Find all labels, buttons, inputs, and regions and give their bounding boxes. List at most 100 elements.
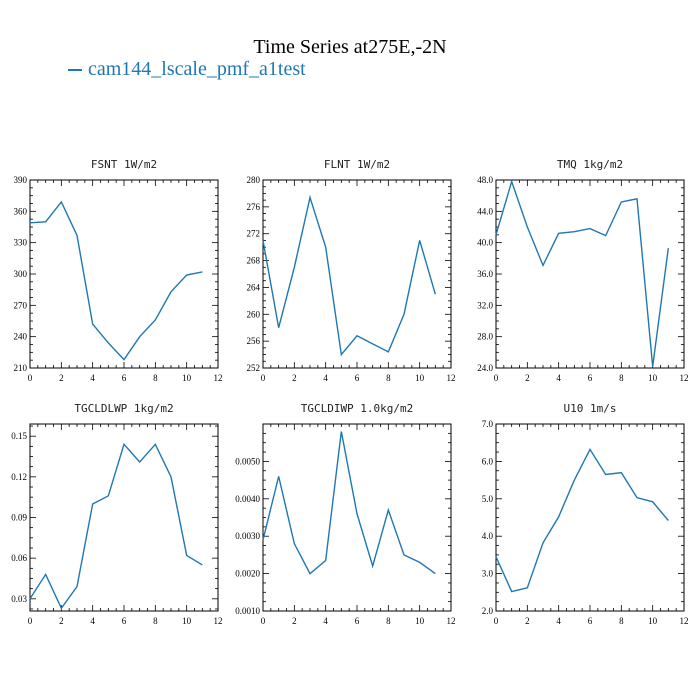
- y-tick-label: 4.0: [482, 531, 494, 541]
- x-tick-label: 0: [28, 616, 33, 626]
- series-line: [262, 431, 436, 575]
- y-tick-label: 0.0010: [235, 606, 260, 616]
- legend-label: cam144_lscale_pmf_a1test: [88, 58, 306, 80]
- x-tick-label: 6: [355, 616, 360, 626]
- x-tick-label: 4: [556, 616, 561, 626]
- x-tick-label: 8: [619, 373, 624, 383]
- subplot-6: U10 1m/s 0 2 4 6 8 10 12 2.0 3.0 4.0 5.0 6.0 7.0: [482, 402, 689, 626]
- x-tick-label: 10: [648, 616, 658, 626]
- x-tick-label: 6: [588, 616, 593, 626]
- y-tick-label: 0.0050: [235, 456, 260, 466]
- y-tick-label: 0.06: [11, 553, 27, 563]
- y-tick-label: 276: [247, 202, 261, 212]
- x-tick-label: 12: [214, 616, 223, 626]
- x-tick-label: 2: [292, 616, 297, 626]
- x-tick-label: 12: [447, 616, 456, 626]
- x-tick-label: 8: [386, 373, 391, 383]
- x-tick-label: 8: [153, 373, 158, 383]
- x-tick-label: 10: [648, 373, 658, 383]
- y-tick-label: 360: [14, 206, 28, 216]
- y-tick-label: 28.0: [477, 332, 493, 342]
- series-line: [495, 448, 669, 593]
- y-tick-label: 3.0: [482, 569, 494, 579]
- x-tick-label: 6: [588, 373, 593, 383]
- x-tick-label: 4: [90, 616, 95, 626]
- subplot-title: FLNT 1W/m2: [324, 158, 390, 171]
- subplot-title: TGCLDLWP 1kg/m2: [74, 402, 173, 415]
- y-tick-label: 40.0: [477, 238, 493, 248]
- x-tick-label: 8: [153, 616, 158, 626]
- y-tick-label: 272: [247, 229, 261, 239]
- x-tick-label: 0: [494, 373, 499, 383]
- subplot-5: TGCLDIWP 1.0kg/m2 0 2 4 6 8 10 12 0.0010 0.0020 0.…: [235, 402, 455, 626]
- x-tick-label: 10: [415, 373, 425, 383]
- series-line: [262, 194, 437, 357]
- x-tick-label: 12: [680, 373, 689, 383]
- y-tick-label: 2.0: [482, 606, 494, 616]
- plot-frame: [262, 423, 452, 612]
- subplot-3: TMQ 1kg/m2 0 2 4 6 8 10 12 24.0 28.0 32.0 36.0 40.0 4…: [477, 158, 688, 383]
- x-tick-label: 2: [59, 616, 64, 626]
- x-tick-label: 2: [59, 373, 64, 383]
- subplot-title: TMQ 1kg/m2: [557, 158, 623, 171]
- y-tick-label: 32.0: [477, 300, 493, 310]
- x-tick-label: 10: [182, 373, 192, 383]
- plot-frame: [495, 423, 685, 612]
- x-tick-label: 6: [122, 616, 127, 626]
- x-tick-label: 4: [556, 373, 561, 383]
- subplot-4: TGCLDLWP 1kg/m2 0 2 4 6 8 10 12 0.03 0.06 0.09 0.12…: [11, 402, 222, 626]
- y-tick-label: 260: [247, 309, 261, 319]
- x-tick-label: 6: [122, 373, 127, 383]
- y-tick-label: 0.09: [11, 513, 27, 523]
- y-tick-label: 7.0: [482, 419, 494, 429]
- x-tick-label: 10: [415, 616, 425, 626]
- plot-frame: [262, 179, 452, 369]
- y-tick-label: 0.0030: [235, 531, 260, 541]
- y-tick-label: 268: [247, 256, 261, 266]
- x-tick-label: 2: [525, 373, 530, 383]
- subplot-title: U10 1m/s: [564, 402, 617, 415]
- x-tick-label: 4: [323, 373, 328, 383]
- series-line: [495, 179, 670, 367]
- y-tick-label: 0.0020: [235, 569, 260, 579]
- y-tick-label: 0.03: [11, 594, 27, 604]
- y-tick-label: 264: [247, 282, 261, 292]
- x-tick-label: 12: [447, 373, 456, 383]
- figure-title: Time Series at275E,-2N: [253, 36, 447, 58]
- y-tick-label: 270: [14, 300, 28, 310]
- x-tick-label: 4: [323, 616, 328, 626]
- y-tick-label: 44.0: [477, 206, 493, 216]
- x-tick-label: 10: [182, 616, 192, 626]
- y-tick-label: 24.0: [477, 363, 493, 373]
- x-tick-label: 12: [680, 616, 689, 626]
- plot-frame: [29, 423, 219, 612]
- x-tick-label: 0: [261, 373, 266, 383]
- x-tick-label: 4: [90, 373, 95, 383]
- legend: cam144_lscale_pmf_a1test: [68, 58, 306, 81]
- x-tick-label: 2: [292, 373, 297, 383]
- y-tick-label: 252: [247, 363, 261, 373]
- subplot-2: FLNT 1W/m2 0 2 4 6 8 10 12 252 256 260 264 268 272 276…: [247, 158, 456, 383]
- series-line: [29, 442, 203, 610]
- x-tick-label: 12: [214, 373, 223, 383]
- x-tick-label: 0: [494, 616, 499, 626]
- x-tick-label: 8: [619, 616, 624, 626]
- x-tick-label: 0: [28, 373, 33, 383]
- subplot-title: TGCLDIWP 1.0kg/m2: [301, 402, 414, 415]
- y-tick-label: 48.0: [477, 175, 493, 185]
- y-tick-label: 36.0: [477, 269, 493, 279]
- x-tick-label: 6: [355, 373, 360, 383]
- y-tick-label: 256: [247, 336, 261, 346]
- subplot-title: FSNT 1W/m2: [91, 158, 157, 171]
- y-tick-label: 330: [14, 238, 28, 248]
- y-tick-label: 0.12: [11, 472, 27, 482]
- legend-swatch: [68, 69, 82, 72]
- y-tick-label: 240: [14, 332, 28, 342]
- y-tick-label: 0.15: [11, 431, 27, 441]
- x-tick-label: 8: [386, 616, 391, 626]
- series-line: [29, 200, 203, 361]
- subplot-1: FSNT 1W/m2 0 2 4 6 8 10 12 210 240 270 300 330 360 390: [14, 158, 223, 383]
- x-tick-label: 0: [261, 616, 266, 626]
